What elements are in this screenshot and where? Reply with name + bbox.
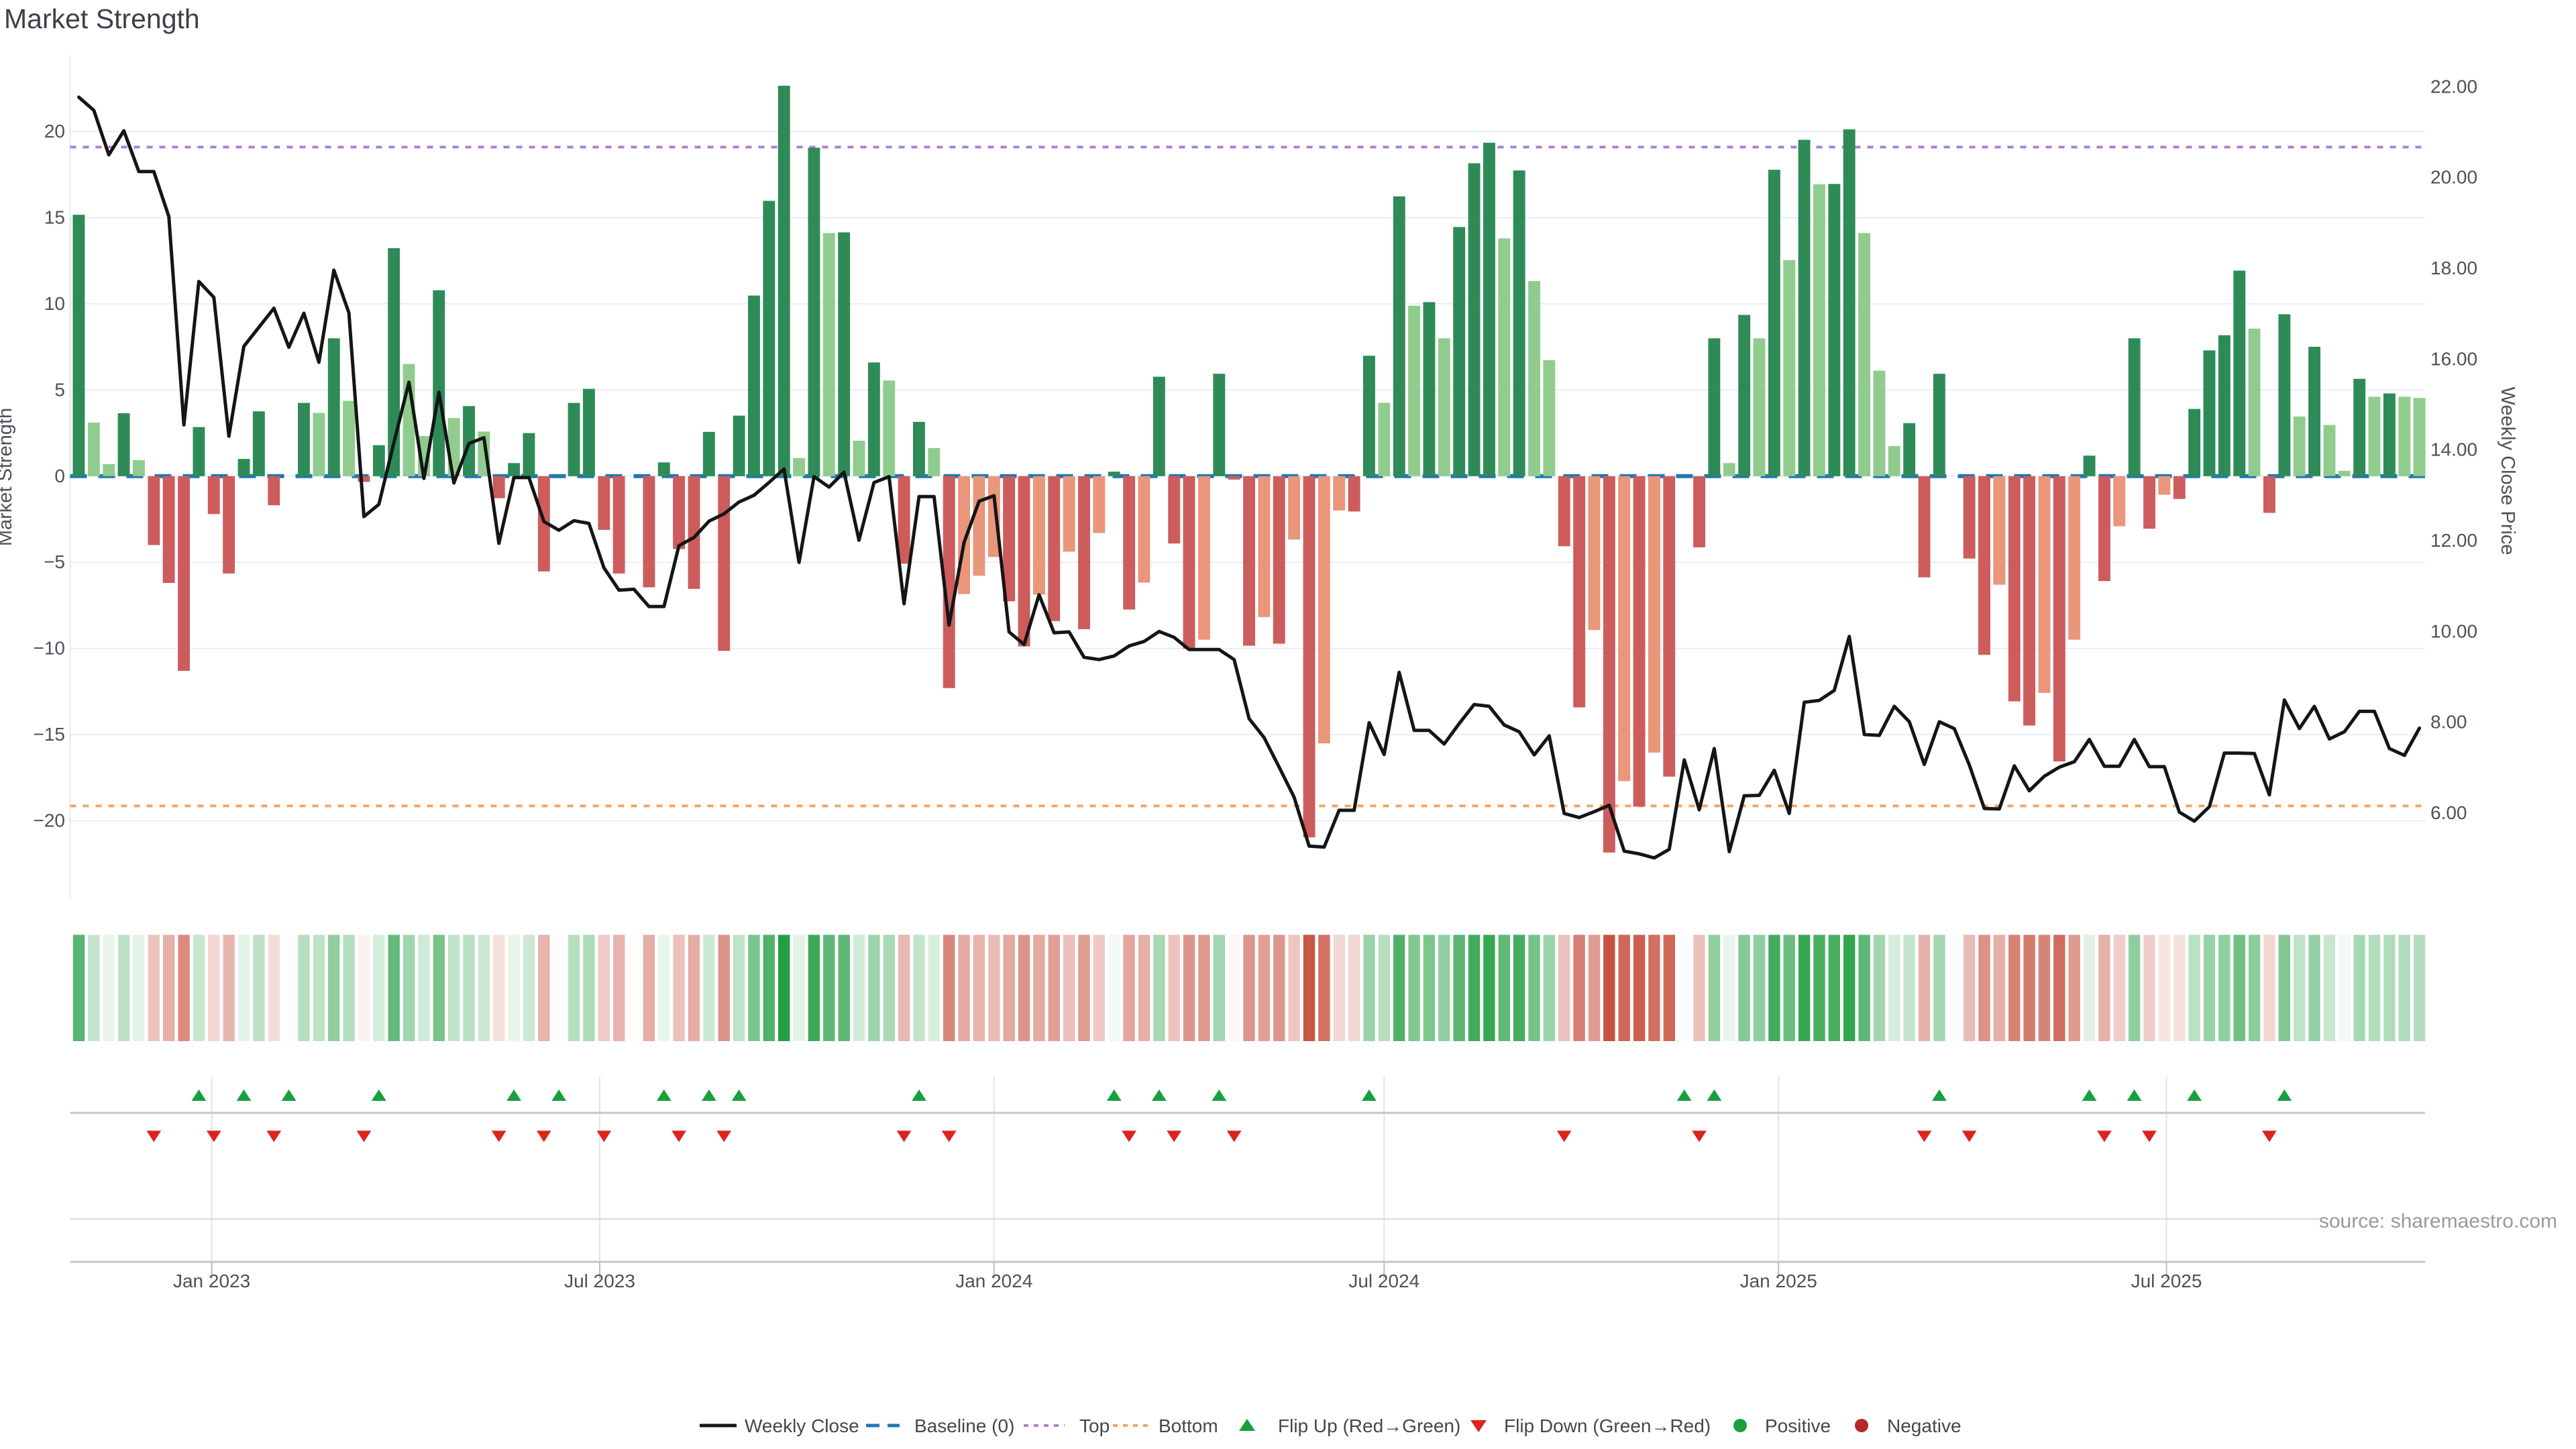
svg-text:Flip Down (Green→Red): Flip Down (Green→Red) [1504, 1415, 1711, 1436]
svg-text:10: 10 [44, 293, 65, 314]
svg-text:Baseline (0): Baseline (0) [914, 1415, 1014, 1436]
svg-text:−5: −5 [44, 551, 65, 572]
svg-text:Bottom: Bottom [1159, 1415, 1218, 1436]
svg-text:−10: −10 [34, 638, 66, 659]
svg-text:5: 5 [54, 379, 65, 400]
svg-text:14.00: 14.00 [2430, 439, 2477, 460]
svg-text:Market Strength: Market Strength [4, 3, 200, 34]
svg-text:12.00: 12.00 [2430, 530, 2477, 551]
svg-text:10.00: 10.00 [2430, 621, 2477, 641]
svg-text:Weekly Close: Weekly Close [745, 1415, 859, 1436]
svg-text:−20: −20 [34, 810, 66, 831]
svg-text:Jan 2025: Jan 2025 [1740, 1271, 1817, 1291]
svg-text:Jul 2023: Jul 2023 [564, 1271, 635, 1291]
svg-text:Positive: Positive [1765, 1415, 1831, 1436]
svg-text:Jan 2024: Jan 2024 [955, 1271, 1032, 1291]
svg-text:6.00: 6.00 [2430, 802, 2467, 823]
svg-text:Weekly Close Price: Weekly Close Price [2497, 387, 2518, 555]
svg-text:Jul 2024: Jul 2024 [1348, 1271, 1419, 1291]
svg-text:16.00: 16.00 [2430, 348, 2477, 369]
svg-text:8.00: 8.00 [2430, 712, 2467, 733]
svg-text:22.00: 22.00 [2430, 76, 2477, 97]
svg-text:20.00: 20.00 [2430, 167, 2477, 188]
svg-text:15: 15 [44, 207, 65, 228]
svg-text:source: sharemaestro.com: source: sharemaestro.com [2319, 1210, 2557, 1232]
svg-text:Negative: Negative [1887, 1415, 1962, 1436]
svg-text:Top: Top [1079, 1415, 1110, 1436]
svg-text:20: 20 [44, 121, 65, 142]
svg-text:Jul 2025: Jul 2025 [2131, 1271, 2202, 1291]
svg-text:−15: −15 [34, 724, 66, 745]
svg-text:18.00: 18.00 [2430, 258, 2477, 278]
svg-text:Market Strength: Market Strength [0, 408, 16, 546]
svg-text:0: 0 [54, 466, 65, 486]
svg-text:Jan 2023: Jan 2023 [173, 1271, 250, 1291]
svg-text:Flip Up (Red→Green): Flip Up (Red→Green) [1278, 1415, 1460, 1436]
